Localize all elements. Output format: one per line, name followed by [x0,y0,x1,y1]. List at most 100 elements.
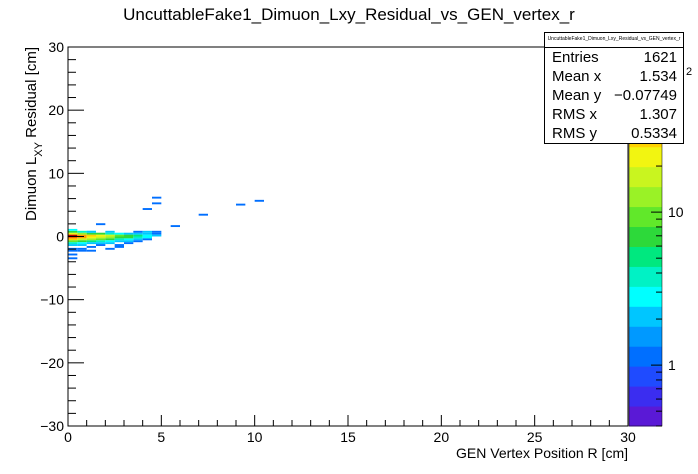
colorbar-segment [629,226,662,247]
heatmap-cell [133,230,143,233]
heatmap-cell [96,242,106,245]
y-tick-label: 30 [48,39,64,55]
heatmap-cell [68,244,78,246]
heatmap-cell [77,234,87,237]
stats-row-rms-y: RMS y 0.5334 [545,124,683,143]
heatmap-cell [77,242,87,245]
heatmap-cell [68,238,78,241]
heatmap-cell [96,223,106,226]
heatmap-cell [86,234,96,237]
heatmap-cell [105,242,115,245]
heatmap-cell [133,236,143,239]
heatmap-cell [68,257,78,260]
y-tick-label: −10 [40,292,64,308]
colorbar-segment [629,326,662,347]
x-tick-label: 5 [157,429,165,445]
heatmap-cell [105,236,115,239]
x-tick-label: 20 [434,429,450,445]
heatmap-cell [86,238,96,241]
heatmap-cell [68,230,78,233]
heatmap-cell [105,238,115,241]
stats-key: Entries [552,49,599,66]
heatmap-cell [68,242,78,245]
colorbar-segment [629,386,662,407]
heatmap-cell [124,232,134,235]
heatmap-cell [96,232,106,235]
heatmap-cell [124,236,134,239]
heatmap-cell [68,232,78,235]
heatmap-cell [86,242,96,245]
stats-key: RMS y [552,125,597,142]
stats-key: Mean x [552,68,602,85]
colorbar-segment [629,166,662,188]
heatmap-cell [114,234,124,237]
heatmap-cell [86,245,96,248]
stats-key: Mean y [552,87,602,104]
stats-box-title: UncuttableFake1_Dimuon_Lxy_Residual_vs_G… [545,33,683,48]
heatmap-cell [68,228,78,231]
stats-row-mean-y: Mean y −0.07749 [545,86,683,105]
heatmap-cell [105,234,115,237]
colorbar-segment [629,246,662,267]
heatmap-cell [142,238,152,241]
y-tick-label: 20 [48,102,64,118]
heatmap-cell [124,234,134,237]
stats-row-rms-x: RMS x 1.307 [545,105,683,124]
stats-value: 1.307 [639,106,677,123]
x-tick-label: 15 [340,429,356,445]
colorbar-exponent-label: 2 [686,66,693,78]
heatmap-cell [124,238,134,241]
x-tick-label: 25 [527,429,543,445]
heatmap-cell [142,232,152,235]
heatmap-cell [152,230,162,233]
heatmap-cell [105,230,115,233]
heatmap-cell [114,245,124,248]
x-tick-label: 30 [620,429,636,445]
heatmap-cell [142,230,152,233]
heatmap-cell [142,236,152,239]
heatmap-cell [86,249,96,252]
heatmap-cell [254,199,264,202]
heatmap-cell [170,225,180,228]
heatmap-cell [68,240,78,243]
y-tick-label: 10 [48,165,64,181]
heatmap-cell [133,240,143,243]
colorbar-tick-label: 1 [668,357,676,373]
x-tick-label: 0 [64,429,72,445]
colorbar-segment [629,266,662,287]
heatmap-cell [105,240,115,243]
stats-value: 1.534 [639,68,677,85]
heatmap-cell [96,240,106,243]
heatmap-cell [142,234,152,237]
heatmap-cell [152,232,162,235]
stats-row-mean-x: Mean x 1.534 [545,67,683,86]
stats-value: 1621 [643,49,677,66]
heatmap-cell [96,234,106,237]
stats-value: −0.07749 [614,87,677,104]
stats-box: UncuttableFake1_Dimuon_Lxy_Residual_vs_G… [544,32,684,144]
heatmap-cell [77,244,87,246]
colorbar-segment [629,306,662,327]
heatmap-cell [236,203,246,206]
chart-title: UncuttableFake1_Dimuon_Lxy_Residual_vs_G… [123,5,575,24]
heatmap-cell [77,247,87,250]
heatmap-cell [105,232,115,235]
colorbar-tick-label: 10 [668,204,684,220]
heatmap-cell [152,202,162,205]
stats-key: RMS x [552,106,597,123]
heatmap-cell [77,249,87,252]
heatmap-cell [114,238,124,241]
heatmap-cell [114,244,124,246]
heatmap-cell [114,236,124,239]
stats-row-entries: Entries 1621 [545,48,683,67]
y-tick-label: 0 [56,229,64,245]
y-tick-label: −30 [40,418,64,434]
heatmap-cell [96,238,106,241]
colorbar-segment [629,186,662,208]
heatmap-cell [142,208,152,210]
heatmap-cell [86,232,96,235]
heatmap-cell [124,240,134,243]
heatmap-cell [96,236,106,239]
y-axis-label: Dimuon LXY Residual [cm] [23,47,45,221]
colorbar-segment [629,146,662,168]
